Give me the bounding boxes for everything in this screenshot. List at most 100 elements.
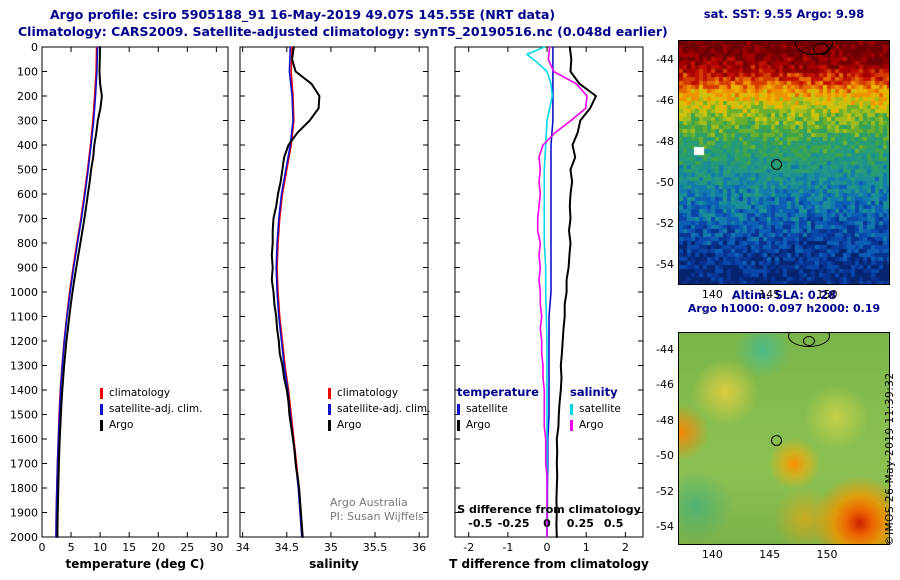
x-tick-label: 34 [236,541,250,554]
series-climatology [276,46,304,538]
s-axis-tick-label: -0.25 [498,517,530,530]
series-satellite_adj [275,46,303,538]
depth-tick-label: 1700 [10,458,38,471]
s-axis-tick-label: 0 [543,517,551,530]
figure-title: Argo profile: csiro 5905188_91 16-May-20… [50,7,556,22]
map-lon-tick-label: 150 [816,548,838,561]
legend-item: Argo [328,417,430,433]
x-tick-label: 10 [93,541,107,554]
series-s_argo [536,46,588,538]
map-lat-tick-label: -48 [656,135,674,149]
x-tick-label: 15 [122,541,136,554]
legend-marker [100,419,103,431]
legend-item: satellite-adj. clim. [328,401,430,417]
credit-line2: PI: Susan Wijffels [330,510,424,523]
legend-item: Argo [457,417,539,433]
legend-marker [328,403,331,415]
x-tick-label: 35 [324,541,338,554]
s-axis-tick-label: 0.25 [567,517,594,530]
series-t_satellite [546,46,554,538]
float-position-marker [770,434,782,446]
depth-tick-label: 1400 [10,384,38,397]
map-lat-tick-label: -46 [656,378,674,392]
x-tick-label: 0 [39,541,46,554]
credit-line1: Argo Australia [330,496,408,509]
legend-label: Argo [109,419,134,431]
legend-marker [457,419,460,431]
depth-tick-label: 300 [17,115,38,128]
sst-heatmap [679,41,889,284]
map-lon-tick-label: 145 [759,548,781,561]
map-lon-tick-label: 140 [701,548,723,561]
series-s_satellite [526,46,554,538]
legend-label: satellite-adj. clim. [337,403,431,415]
x-tick-label: 20 [151,541,165,554]
temperature-legend: climatology satellite-adj. clim. Argo [100,385,202,433]
legend-label: satellite [579,403,621,415]
legend-marker [328,419,331,431]
salinity-panel: 34 34.5 35 35.5 36 salinity [236,46,429,571]
legend-item: Argo [100,417,202,433]
depth-tick-label: 1500 [10,409,38,422]
contour-line [802,336,815,346]
x-tick-label: 34.5 [275,541,300,554]
legend-label: climatology [109,387,171,399]
depth-tick-label: 1600 [10,433,38,446]
legend-label: climatology [337,387,399,399]
legend-marker [570,419,573,431]
legend-items: satellite Argo [457,401,539,433]
sst-map [678,40,890,285]
map-lat-tick-label: -48 [656,413,674,427]
legend-item: climatology [328,385,430,401]
x-tick-label: 36 [412,541,426,554]
legend-marker [100,403,103,415]
x-tick-label: 30 [209,541,223,554]
sla-map [678,332,890,545]
legend-item: satellite [457,401,539,417]
map-lat-tick-label: -52 [656,484,674,498]
legend-item: Argo [570,417,621,433]
legend-item: satellite [570,401,621,417]
legend-marker [457,403,460,415]
depth-tick-label: 400 [17,139,38,152]
map-lon-tick-label: 145 [759,288,781,301]
legend-item: climatology [100,385,202,401]
legend-marker [570,403,573,415]
depth-tick-label: 2000 [10,531,38,544]
depth-tick-label: 600 [17,188,38,201]
depth-tick-label: 800 [17,237,38,250]
legend-label: Argo [579,419,604,431]
x-tick-label: 0 [544,541,551,554]
map-lat-tick-label: -54 [656,520,674,534]
x-tick-label: 25 [180,541,194,554]
series-argo [56,46,103,538]
depth-tick-label: 0 [31,41,38,54]
depth-tick-label: 900 [17,262,38,275]
contour-line [813,43,830,55]
depth-tick-label: 1800 [10,482,38,495]
depth-tick-label: 1100 [10,311,38,324]
map-lat-tick-label: -54 [656,257,674,271]
figure-subtitle: Climatology: CARS2009. Satellite-adjuste… [18,24,668,39]
legend-label: satellite [466,403,508,415]
depth-tick-label: 1900 [10,507,38,520]
depth-tick-label: 700 [17,213,38,226]
legend-marker [100,387,103,399]
depth-tick-label: 200 [17,90,38,103]
map-lat-tick-label: -50 [656,449,674,463]
series-satellite_adj [55,46,99,538]
credit-text: Argo Australia PI: Susan Wijffels [330,496,424,524]
map-lon-tick-label: 140 [701,288,723,301]
s-axis-tick-label: 0.5 [604,517,624,530]
legend-header-salinity: salinity [570,385,618,399]
difference-legend-salinity: salinity satellite Argo [570,385,621,433]
map-lon-tick-label: 150 [816,288,838,301]
sla-map-title: Altim. SLA: 0.28 [731,288,837,302]
map-lat-tick-label: -52 [656,216,674,230]
legend-item: satellite-adj. clim. [100,401,202,417]
difference-legend-temperature: temperature satellite Argo [457,385,539,433]
series-t_argo [555,46,597,538]
axes-frame [239,46,429,538]
